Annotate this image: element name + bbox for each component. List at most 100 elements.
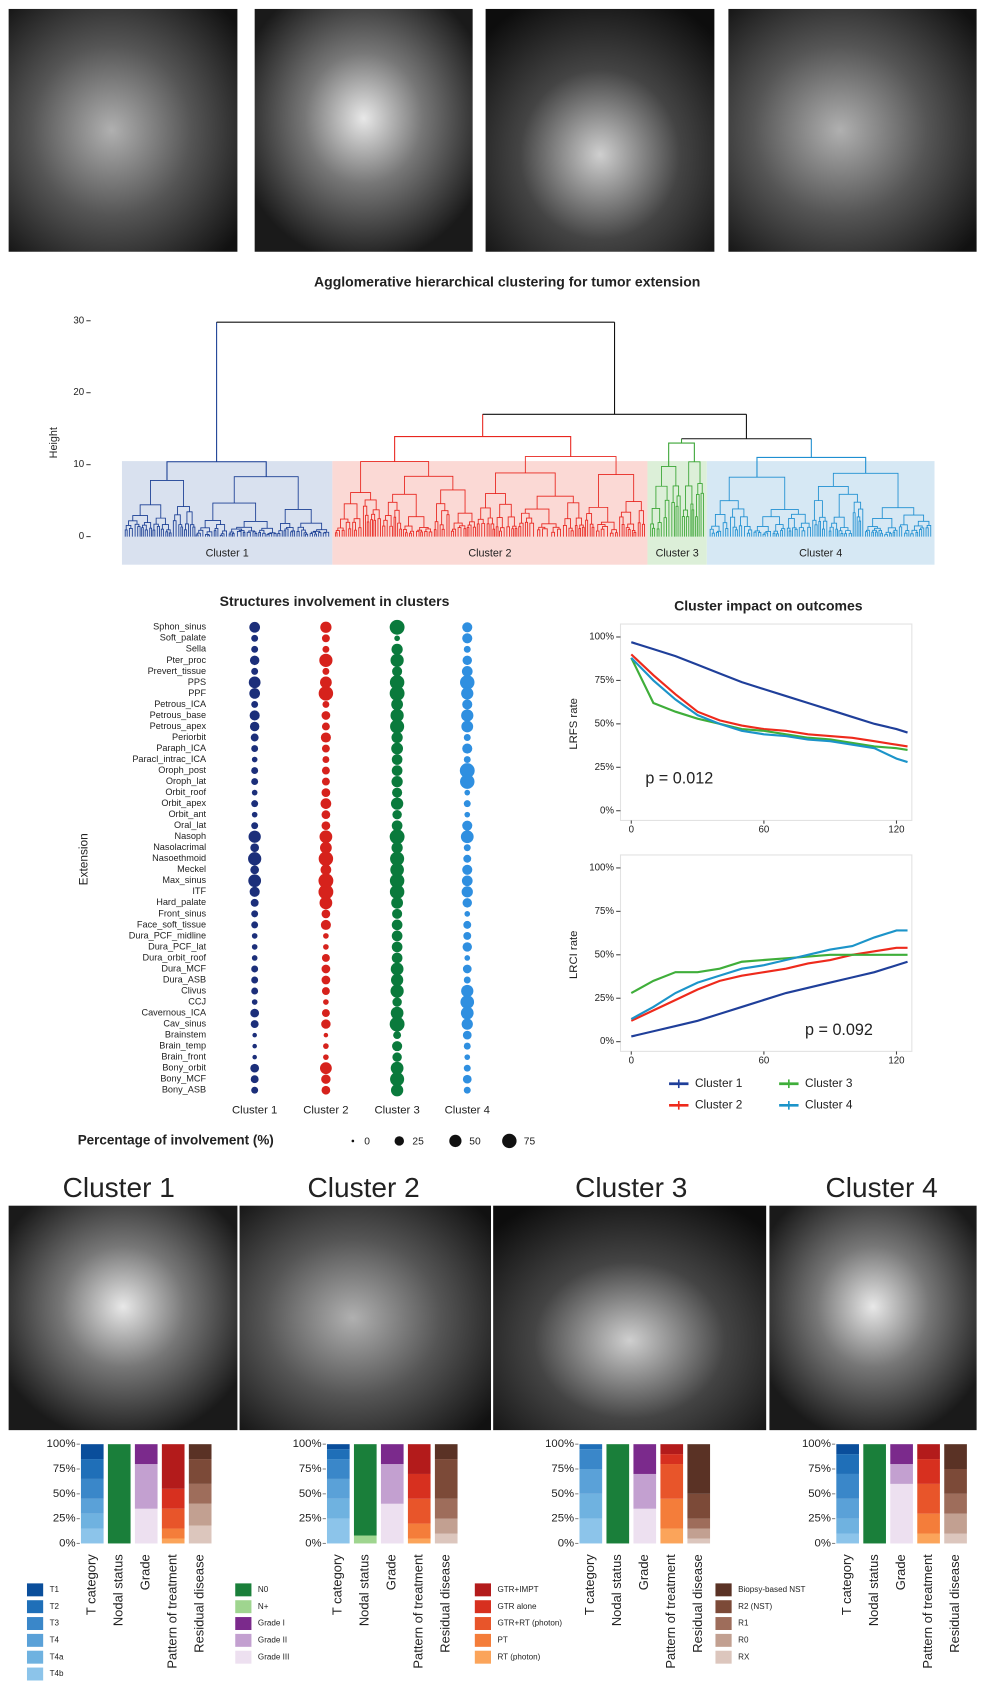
y-tick-label: 100% bbox=[589, 632, 614, 643]
bar-segment bbox=[660, 1444, 684, 1455]
bar-segment bbox=[107, 1444, 131, 1544]
dot bbox=[321, 744, 330, 753]
dot bbox=[390, 862, 404, 877]
km-curve bbox=[630, 953, 908, 994]
cluster-label: Cluster 2 bbox=[468, 548, 511, 560]
dot bbox=[463, 854, 472, 863]
y-tick-label: Dura_MCF bbox=[161, 963, 206, 973]
bar-segment bbox=[434, 1444, 458, 1460]
mri-image bbox=[493, 1205, 767, 1431]
y-tick-label: Meckel bbox=[177, 864, 206, 874]
dot bbox=[389, 619, 405, 635]
y-tick-label: 0% bbox=[815, 1537, 831, 1549]
bar-segment bbox=[353, 1444, 377, 1536]
dot bbox=[460, 995, 475, 1009]
dot bbox=[391, 643, 403, 655]
dot bbox=[464, 789, 471, 796]
dot bbox=[461, 875, 473, 887]
bar-segment bbox=[836, 1518, 859, 1534]
dot bbox=[390, 1072, 405, 1087]
dot bbox=[249, 721, 260, 732]
dot bbox=[463, 756, 471, 764]
cluster-branches bbox=[650, 461, 704, 537]
y-tick-label: 75% bbox=[299, 1463, 322, 1475]
dot bbox=[251, 910, 259, 918]
dot bbox=[391, 952, 403, 964]
dot bbox=[462, 942, 472, 952]
dot bbox=[251, 800, 259, 808]
bar-segment bbox=[407, 1523, 431, 1539]
mri-image bbox=[8, 1205, 238, 1431]
bar-segment bbox=[80, 1528, 104, 1544]
dot bbox=[249, 710, 260, 721]
y-tick-label: Max_sinus bbox=[162, 875, 206, 885]
legend-label: GTR alone bbox=[497, 1602, 537, 1611]
y-tick-label: 25% bbox=[595, 993, 615, 1004]
legend-label: T1 bbox=[50, 1585, 60, 1594]
legend-swatch bbox=[235, 1600, 252, 1614]
dot bbox=[462, 743, 473, 754]
legend-label: Cluster 4 bbox=[805, 1097, 853, 1111]
legend-swatch bbox=[26, 1633, 44, 1647]
bar-segment bbox=[687, 1538, 711, 1544]
dot bbox=[393, 1031, 402, 1040]
dot bbox=[250, 733, 259, 742]
dot bbox=[463, 734, 471, 741]
x-tick-label: Residual disease bbox=[438, 1554, 453, 1653]
dot bbox=[460, 1006, 474, 1020]
dot bbox=[320, 621, 332, 633]
bar-segment bbox=[917, 1483, 940, 1514]
y-axis-title: Height bbox=[48, 427, 60, 458]
bar-segment bbox=[660, 1528, 684, 1544]
y-tick-label: Face_soft_tissue bbox=[137, 919, 206, 929]
legend-swatch bbox=[474, 1633, 491, 1647]
legend-swatch bbox=[715, 1633, 732, 1647]
dot bbox=[321, 810, 331, 820]
x-tick-label: Pattern of treatment bbox=[920, 1554, 935, 1669]
dot bbox=[319, 653, 333, 667]
bar-segment bbox=[326, 1444, 350, 1450]
legend-label: RX bbox=[738, 1652, 750, 1661]
bar-segment bbox=[687, 1444, 711, 1494]
y-tick-label: 50% bbox=[808, 1488, 831, 1500]
bar-segment bbox=[944, 1468, 967, 1494]
dot bbox=[320, 841, 332, 854]
dot bbox=[461, 1018, 473, 1030]
y-tick-label: Dura_orbit_roof bbox=[142, 952, 206, 962]
dot bbox=[249, 621, 261, 633]
dot bbox=[318, 884, 334, 900]
y-tick-label: 25% bbox=[808, 1513, 831, 1525]
dot bbox=[320, 864, 332, 876]
y-tick-label: 75% bbox=[551, 1463, 574, 1475]
bar-segment bbox=[161, 1488, 185, 1509]
dot bbox=[392, 787, 403, 798]
dot bbox=[251, 767, 259, 775]
bar-segment bbox=[188, 1483, 212, 1504]
km-curve bbox=[630, 657, 908, 764]
dot bbox=[318, 686, 334, 701]
dot bbox=[391, 731, 403, 744]
dot bbox=[321, 964, 331, 974]
y-tick-label: CCJ bbox=[188, 996, 206, 1006]
dot bbox=[252, 1054, 257, 1060]
bar-segment bbox=[660, 1498, 684, 1529]
bar-segment bbox=[633, 1444, 657, 1474]
dot bbox=[321, 1074, 331, 1084]
bar-segment bbox=[80, 1459, 104, 1479]
dot bbox=[248, 874, 262, 888]
mri-image bbox=[769, 1205, 977, 1431]
y-tick-label: 75% bbox=[595, 906, 615, 917]
x-tick-label: Grade bbox=[893, 1554, 908, 1590]
dot bbox=[321, 975, 331, 985]
x-tick-label: 0 bbox=[629, 1056, 635, 1067]
dot bbox=[461, 687, 474, 700]
bar-segment bbox=[606, 1444, 630, 1544]
y-tick-label: Orbit_apex bbox=[161, 798, 206, 808]
bar-segment bbox=[380, 1444, 404, 1465]
y-tick-label: 75% bbox=[808, 1463, 831, 1475]
legend-label: Cluster 3 bbox=[805, 1076, 853, 1090]
bar-segment bbox=[836, 1444, 859, 1455]
dot bbox=[462, 1074, 472, 1084]
dot bbox=[321, 1009, 330, 1018]
